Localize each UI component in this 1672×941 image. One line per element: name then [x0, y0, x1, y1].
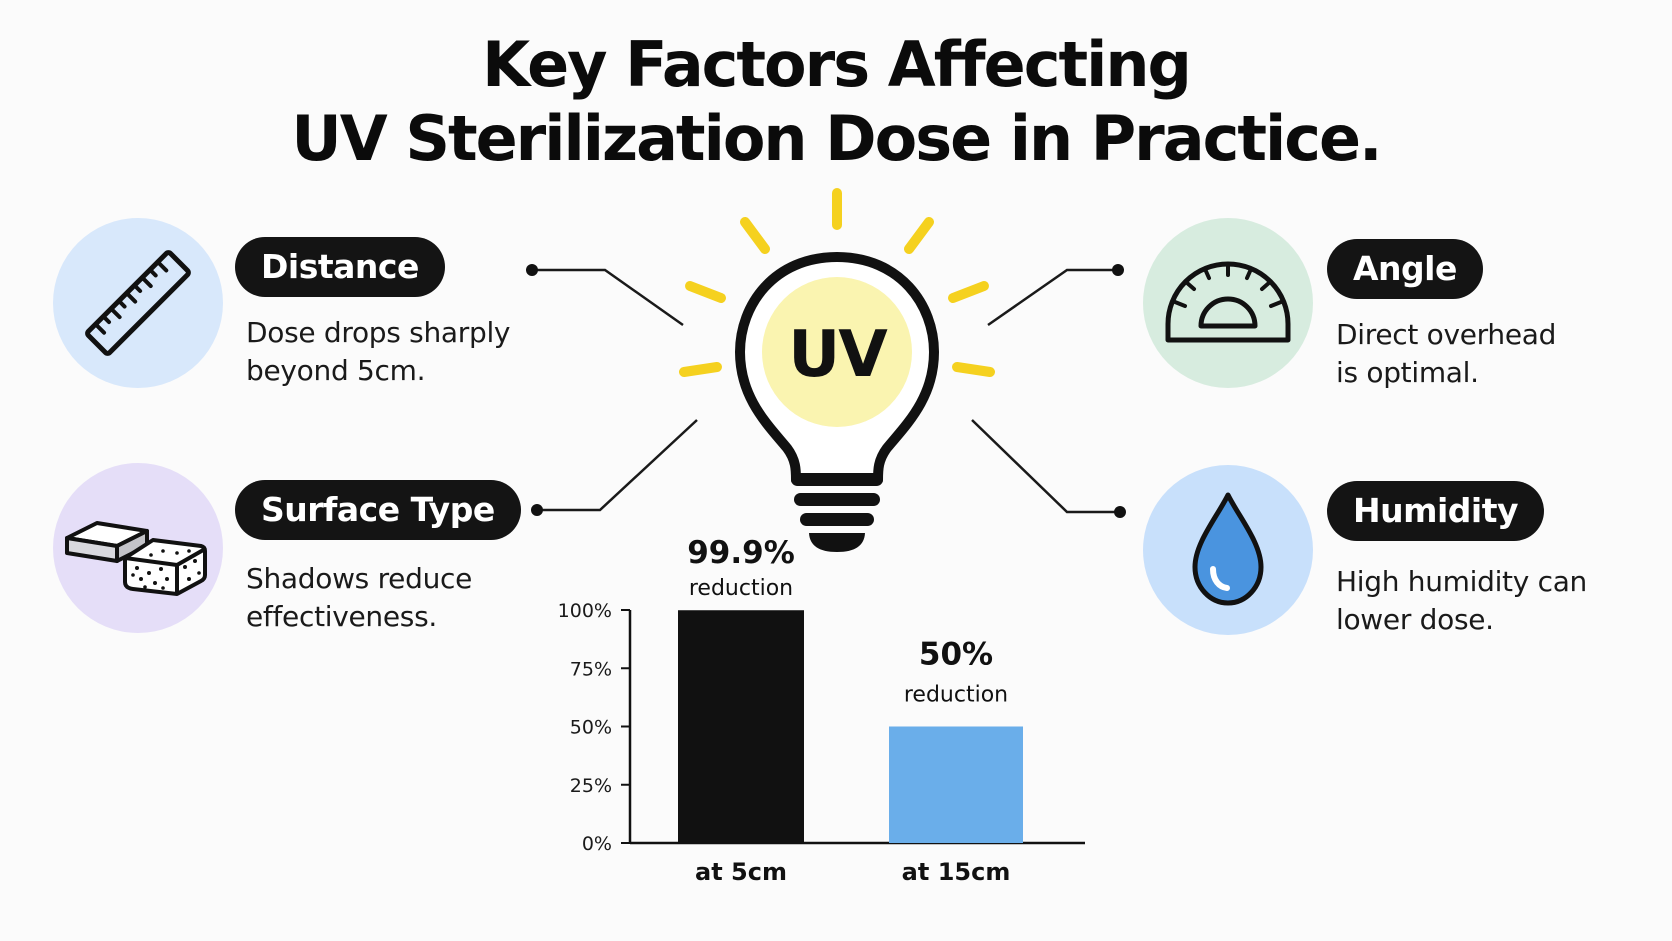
y-tick-label: 50%	[570, 717, 612, 739]
distance-label-pill: Distance	[235, 237, 445, 297]
connector-dot-surface	[531, 504, 543, 516]
connector-humidity	[971, 419, 1120, 514]
y-tick-label: 0%	[582, 833, 612, 855]
connector-surface	[537, 419, 698, 512]
ruler-icon	[85, 250, 191, 356]
angle-description: Direct overhead is optimal.	[1336, 316, 1556, 392]
connector-distance	[532, 268, 684, 327]
x-category-label: at 5cm	[695, 858, 787, 886]
distance-desc-line-2: beyond 5cm.	[246, 354, 426, 387]
humidity-desc-line-1: High humidity can	[1336, 565, 1588, 598]
bulb-label: UV	[788, 318, 888, 392]
connector-dot-humidity	[1114, 506, 1126, 518]
humidity-icon-circle	[1143, 465, 1313, 635]
bar-value-sublabel: reduction	[904, 683, 1008, 708]
y-tick-label: 75%	[570, 658, 612, 680]
surface-label-pill: Surface Type	[235, 480, 521, 540]
angle-label-pill: Angle	[1327, 239, 1483, 299]
bar-value-label: 99.9%	[687, 535, 795, 571]
page-title: Key Factors Affecting UV Sterilization D…	[0, 28, 1672, 176]
humidity-desc-line-2: lower dose.	[1336, 603, 1494, 636]
water-drop-icon	[1192, 492, 1264, 606]
y-tick-label: 25%	[570, 775, 612, 797]
connector-dot-distance	[526, 264, 538, 276]
angle-desc-line-2: is optimal.	[1336, 356, 1479, 389]
bulb-base	[791, 473, 883, 552]
humidity-description: High humidity can lower dose.	[1336, 563, 1587, 639]
angle-desc-line-1: Direct overhead	[1336, 318, 1557, 351]
angle-icon-circle	[1143, 218, 1313, 388]
bar-value-label: 50%	[919, 637, 993, 673]
title-line-2: UV Sterilization Dose in Practice.	[291, 102, 1382, 175]
humidity-label-pill: Humidity	[1327, 481, 1545, 541]
surface-icon-circle	[53, 463, 223, 633]
connector-dot-angle	[1112, 264, 1124, 276]
protractor-icon	[1165, 261, 1291, 343]
bar-15cm	[889, 726, 1023, 843]
surface-desc-line-1: Shadows reduce	[246, 562, 473, 595]
x-category-label: at 15cm	[902, 858, 1011, 886]
sponge-icon	[65, 521, 207, 596]
light-rays	[679, 188, 995, 377]
bar-5cm	[678, 610, 804, 843]
surface-desc-line-2: effectiveness.	[246, 600, 437, 633]
distance-desc-line-1: Dose drops sharply	[246, 316, 511, 349]
connector-angle	[987, 268, 1118, 327]
bulb-glow	[762, 277, 912, 427]
surface-description: Shadows reduce effectiveness.	[246, 560, 472, 636]
title-line-1: Key Factors Affecting	[482, 28, 1192, 101]
bar-value-sublabel: reduction	[689, 576, 793, 601]
distance-icon-circle	[53, 218, 223, 388]
y-tick-label: 100%	[558, 600, 612, 622]
distance-description: Dose drops sharply beyond 5cm.	[246, 314, 511, 390]
